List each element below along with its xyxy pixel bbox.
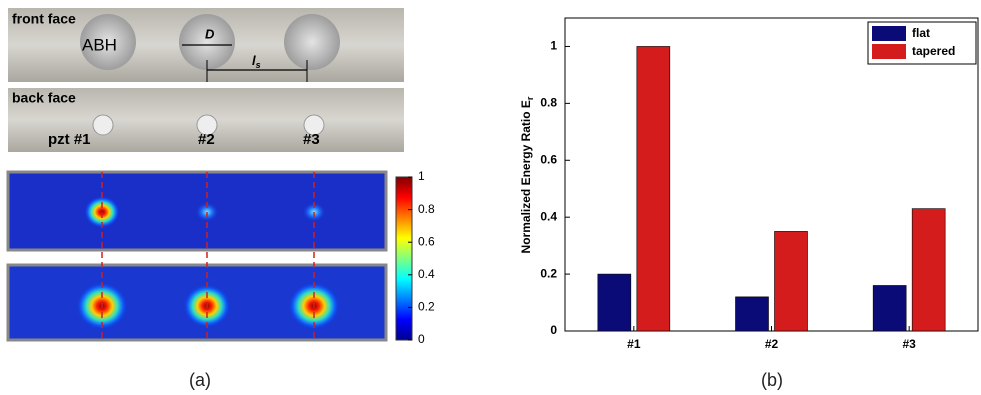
y-tick-label: 0 [550,323,557,337]
bar [597,273,632,332]
legend-swatch [872,26,906,41]
ls-sub: s [256,60,261,70]
pzt [92,114,114,136]
x-tick-label: #1 [627,337,641,351]
caption: (b) [761,370,783,390]
y-tick-label: 0.6 [540,152,557,166]
y-axis-label: Normalized Energy Ratio Er [519,96,535,253]
abh-label: ABH [82,35,117,54]
ls-label: ls [252,53,261,70]
bar [872,285,907,332]
y-label-text: Normalized Energy Ratio E [519,100,533,253]
bar [735,296,769,332]
y-tick-label: 1 [550,39,557,53]
abh [284,14,340,70]
legend-label: flat [912,26,930,40]
pzt [196,114,218,136]
ls-text: l [252,53,256,68]
pzt-label: #3 [303,131,320,148]
back-label: back face [12,90,76,106]
colorbar-tick-label: 1 [418,169,425,183]
pzt-label: #2 [198,131,215,148]
bar [636,46,671,332]
colorbar-tick-label: 0.2 [418,300,435,314]
colorbar-tick-label: 0.6 [418,234,435,248]
colorbar-tick-label: 0 [418,332,425,346]
legend-swatch [872,44,906,59]
abh [179,14,235,70]
x-tick-label: #2 [765,337,779,351]
y-tick-label: 0.8 [540,96,557,110]
front-label: front face [12,11,76,27]
abh [80,14,136,70]
caption: (a) [189,370,211,390]
colorbar-tick-label: 0.8 [418,202,435,216]
y-label-sub: r [525,96,535,100]
pzt-label: pzt #1 [48,131,91,148]
x-tick-label: #3 [902,337,916,351]
d-label: D [205,26,215,41]
colorbar [395,176,413,341]
bar [774,231,808,332]
y-tick-label: 0.4 [540,209,557,223]
y-tick-label: 0.2 [540,266,557,280]
colorbar-tick-label: 0.4 [418,267,435,281]
bar [911,208,946,332]
guides [101,172,315,340]
legend-label: tapered [912,44,955,58]
pzt [303,114,325,136]
